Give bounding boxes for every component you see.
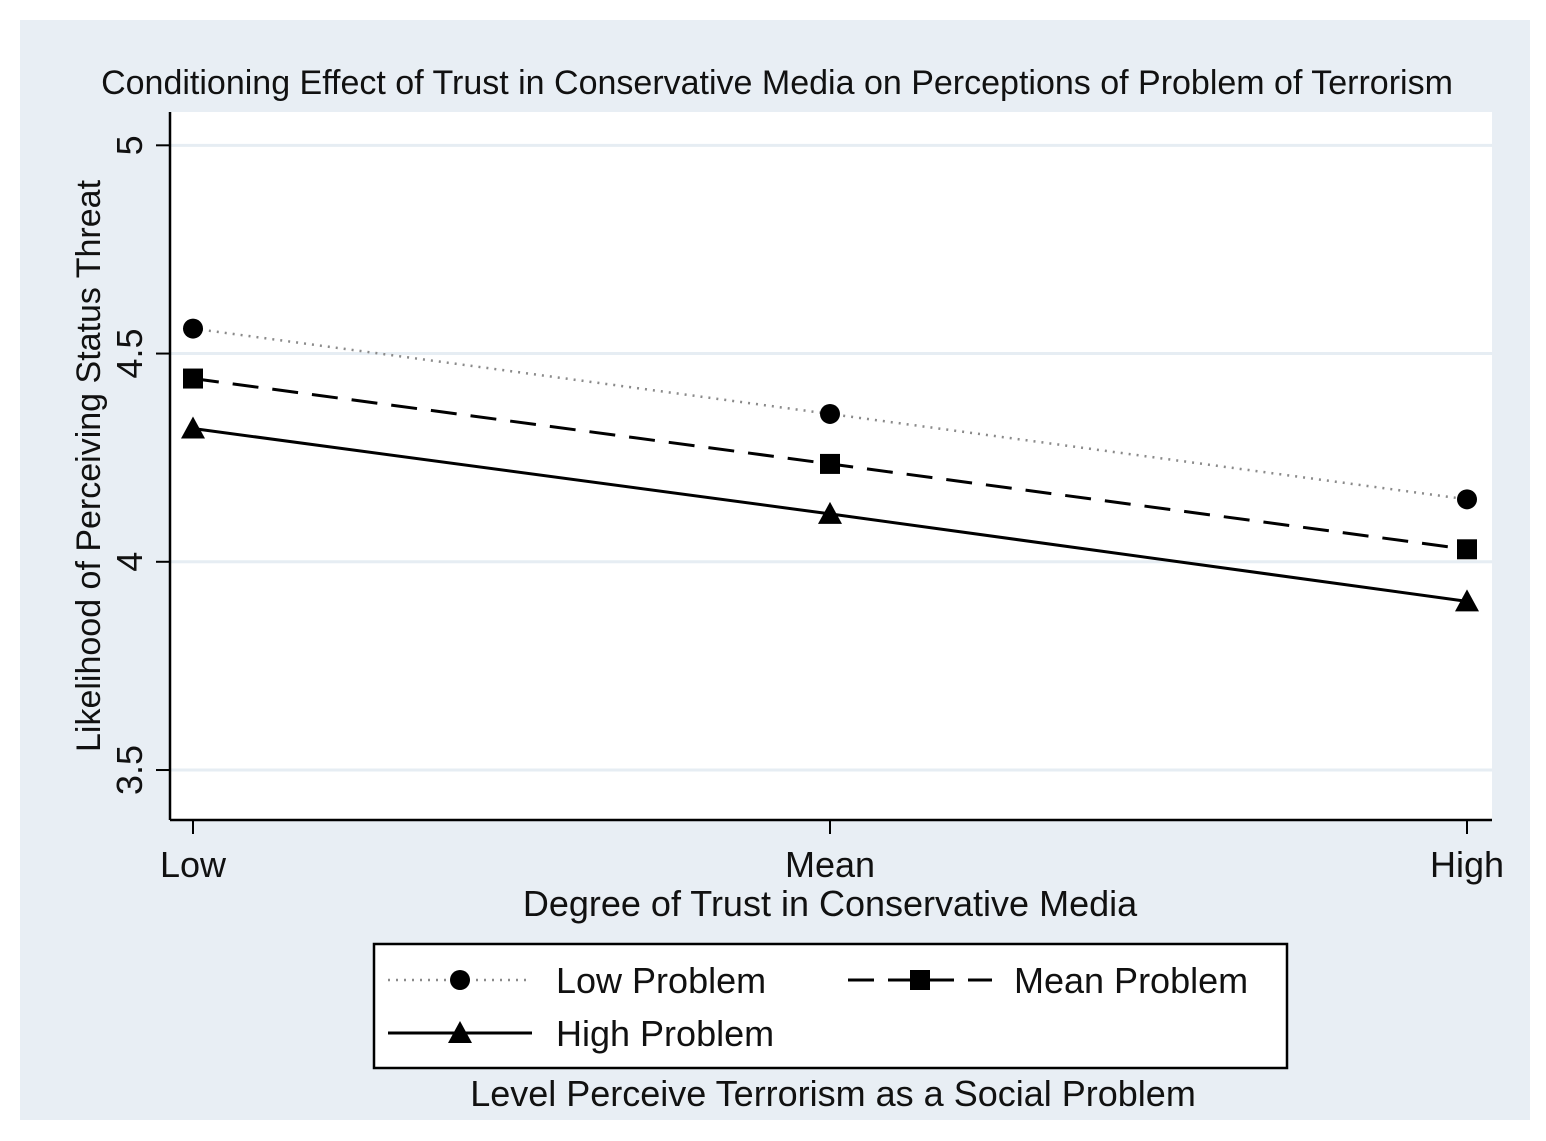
y-tick-label: 5 [109,135,150,155]
data-point [820,453,840,474]
x-axis-ticks: Low Mean High [160,820,1504,885]
legend-marker [910,970,930,990]
legend-items: Low Problem Mean Problem High Problem [388,960,1248,1054]
data-point [183,318,203,339]
data-point [1457,489,1477,510]
series-low-problem [183,318,1477,510]
y-tick-label: 4.5 [109,329,150,379]
data-point [818,501,842,524]
data-point [1455,589,1479,612]
legend-entry: Low Problem [388,960,766,1001]
legend-marker [448,1021,472,1043]
series-mean-problem [183,368,1477,560]
x-axis-label: Degree of Trust in Conservative Media [523,883,1138,924]
legend-entry: High Problem [388,1013,774,1054]
y-tick-label: 3.5 [109,745,150,795]
x-tick-label: Low [160,844,227,885]
legend-label: Mean Problem [1014,960,1248,1001]
legend-label: Low Problem [556,960,766,1001]
y-tick-label: 4 [109,552,150,572]
legend: Low Problem Mean Problem High Problem [372,942,1289,1070]
data-point [1457,539,1477,560]
data-point [820,403,840,424]
gridlines [170,143,1492,772]
x-tick-label: Mean [785,844,875,885]
data-point [183,368,203,389]
data-point [181,416,205,439]
series-layer [181,318,1479,612]
y-axis-ticks: 3.5 4 4.5 5 [109,135,170,795]
y-axis-label: Likelihood of Perceiving Status Threat [70,179,108,752]
legend-box [372,942,1289,1070]
legend-title: Level Perceive Terrorism as a Social Pro… [470,1073,1196,1114]
legend-label: High Problem [556,1013,774,1054]
legend-marker [450,970,470,990]
legend-entry: Mean Problem [848,960,1248,1001]
x-tick-label: High [1430,844,1504,885]
chart-title: Conditioning Effect of Trust in Conserva… [101,64,1453,102]
series-high-problem [181,416,1479,612]
